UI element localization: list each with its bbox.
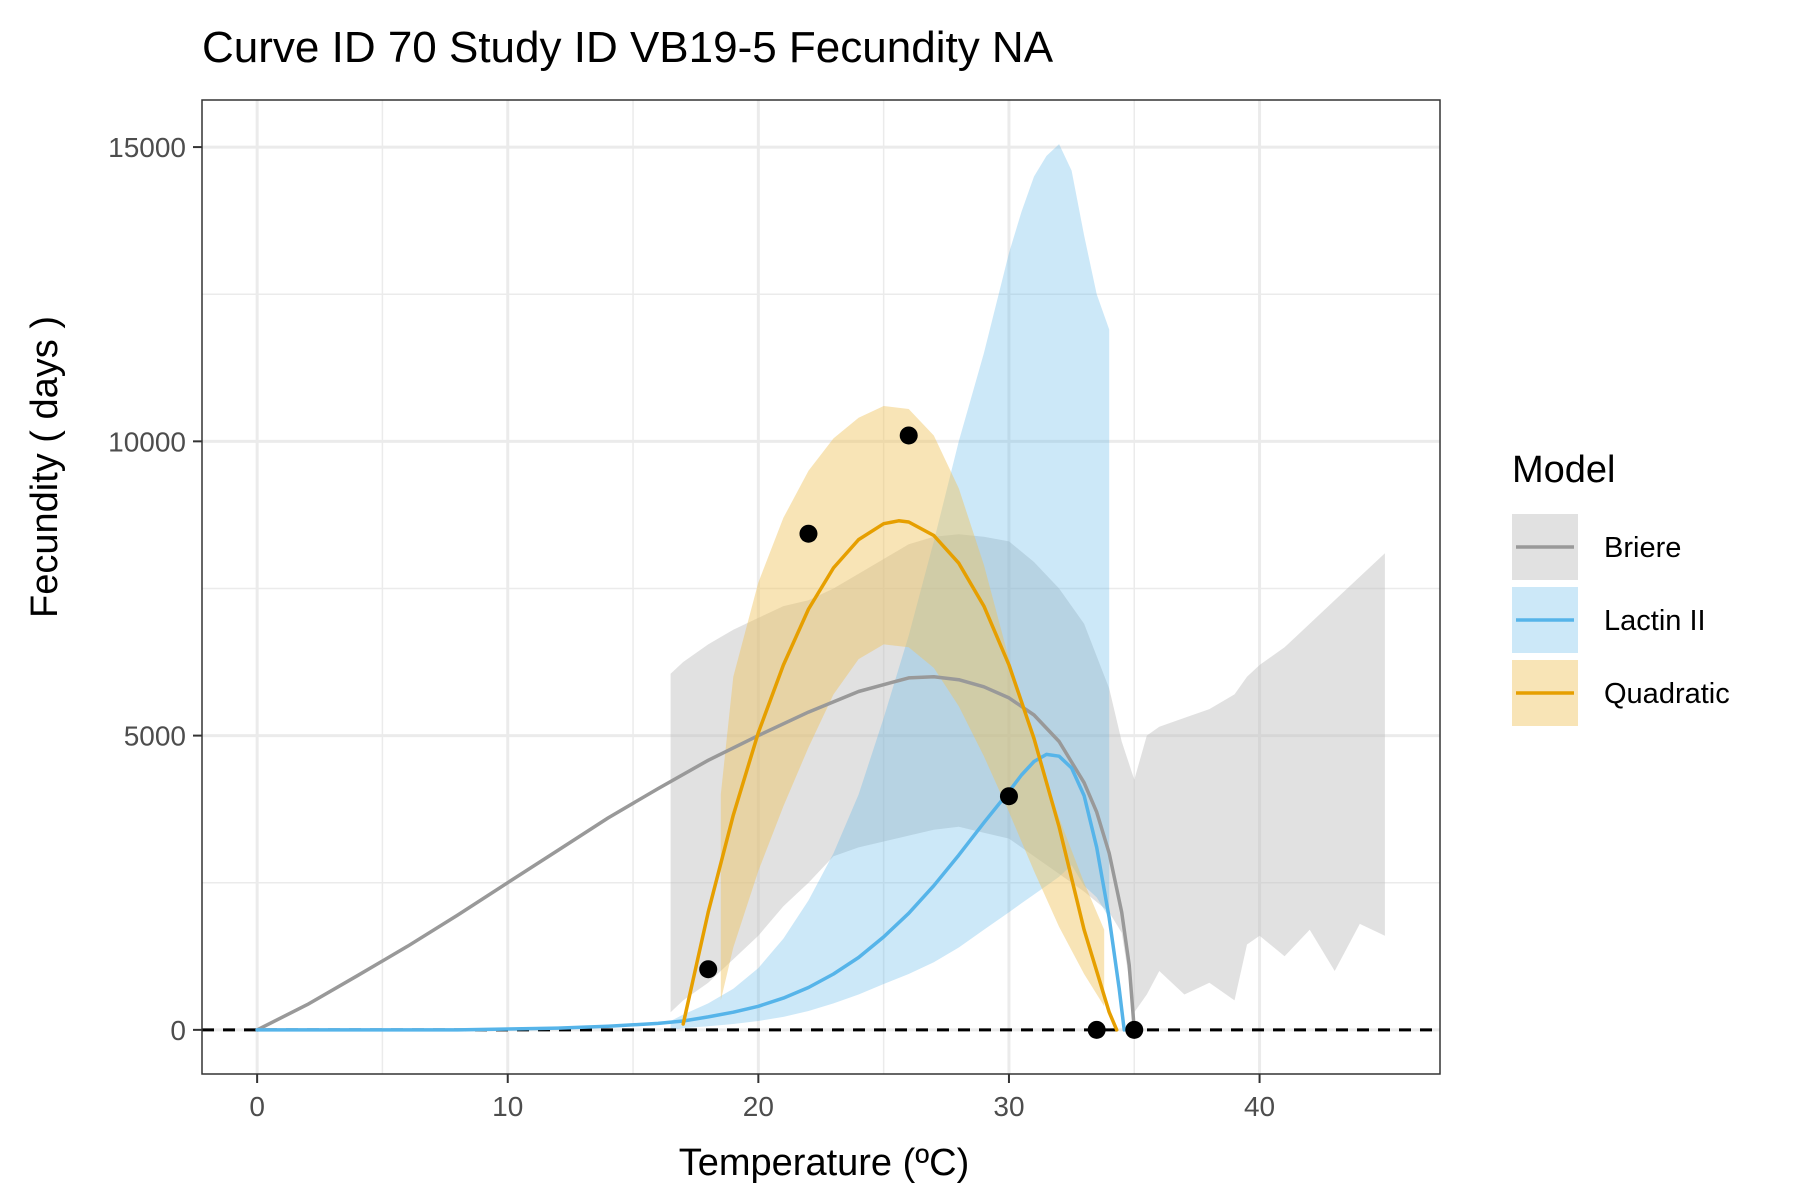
legend-item-lactin-ii: Lactin II [1512,587,1706,653]
y-tick-label: 0 [170,1015,186,1046]
plot-area [201,99,1441,1075]
data-point [1087,1020,1106,1039]
x-axis: 0 10 20 30 40 [249,1074,1275,1122]
data-point [699,960,718,979]
y-tick-label: 10000 [108,426,186,457]
curve-briere [255,674,1137,1032]
observed-points [699,426,1144,1039]
legend-title: Model [1512,449,1616,491]
x-tick-label: 40 [1244,1091,1275,1122]
x-tick-label: 20 [743,1091,774,1122]
y-tick-label: 5000 [124,721,186,752]
x-tick-label: 10 [492,1091,523,1122]
y-axis-title: Fecundity ( days ) [24,316,66,618]
legend-item-quadratic: Quadratic [1512,660,1730,726]
band-quadratic [720,406,1105,1007]
panel-border [201,99,1441,1075]
data-point [899,426,918,445]
chart-title: Curve ID 70 Study ID VB19-5 Fecundity NA [202,23,1054,72]
x-tick-label: 0 [249,1091,265,1122]
legend-keys: Briere Lactin II Quadratic [1512,514,1730,726]
legend-label: Briere [1604,532,1681,564]
band-lactin-ii [670,144,1110,1030]
legend-item-briere: Briere [1512,514,1681,580]
confidence-bands [670,144,1385,1030]
legend-label: Lactin II [1604,605,1706,637]
model-curves [255,519,1137,1032]
data-point [1125,1020,1144,1039]
curve-quadratic [681,519,1119,1032]
curve-lactin-ii [255,752,1126,1032]
y-axis: 0 5000 10000 15000 [108,132,202,1046]
x-axis-title: Temperature (ºC) [679,1142,970,1184]
x-tick-label: 30 [993,1091,1024,1122]
minor-gridlines [202,100,1440,1074]
y-tick-label: 15000 [108,132,186,163]
data-point [799,524,818,543]
legend: Model Briere Lactin II Quadratic [1512,449,1730,726]
data-point [999,787,1018,806]
band-briere [670,534,1385,1013]
legend-label: Quadratic [1604,678,1730,710]
